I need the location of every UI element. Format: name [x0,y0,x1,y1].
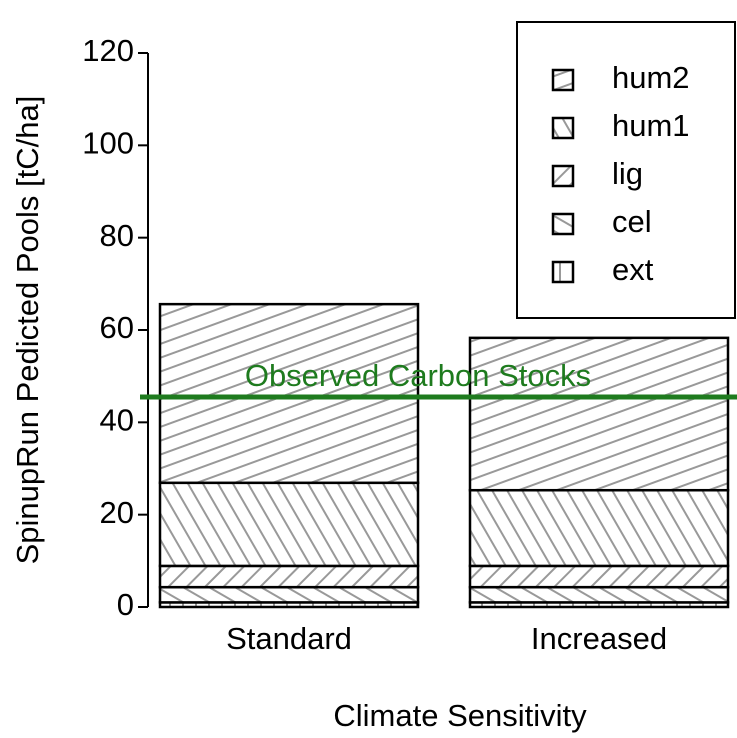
legend-label: ext [612,252,654,287]
legend-swatch [551,260,575,284]
legend-label: lig [612,156,643,191]
y-tick-label: 80 [100,218,134,253]
legend-label: hum1 [612,108,690,143]
legend-swatch [551,68,575,92]
bar-segment [468,585,730,604]
y-tick-label: 0 [117,587,134,622]
bar-segment [158,585,420,604]
y-tick-label: 60 [100,310,134,345]
x-tick-label: Standard [226,621,352,656]
legend-swatch [551,164,575,188]
bar-segment [468,564,730,589]
y-tick-label: 20 [100,495,134,530]
bar-segment [158,564,420,589]
bar-segment [468,488,730,568]
reference-label: Observed Carbon Stocks [245,358,591,393]
y-tick-label: 40 [100,403,134,438]
x-tick-label: Increased [531,621,667,656]
legend-swatch [551,212,575,236]
bar-segment [158,302,420,485]
legend-label: hum2 [612,60,690,95]
y-axis-label: SpinupRun Pedicted Pools [tC/ha] [10,96,45,565]
legend-label: cel [612,204,652,239]
legend-swatch [551,116,575,140]
y-tick-label: 120 [82,33,134,68]
x-axis-label: Climate Sensitivity [333,698,587,733]
y-tick-label: 100 [82,126,134,161]
bar-segment [468,336,730,492]
bar-segment [158,481,420,568]
